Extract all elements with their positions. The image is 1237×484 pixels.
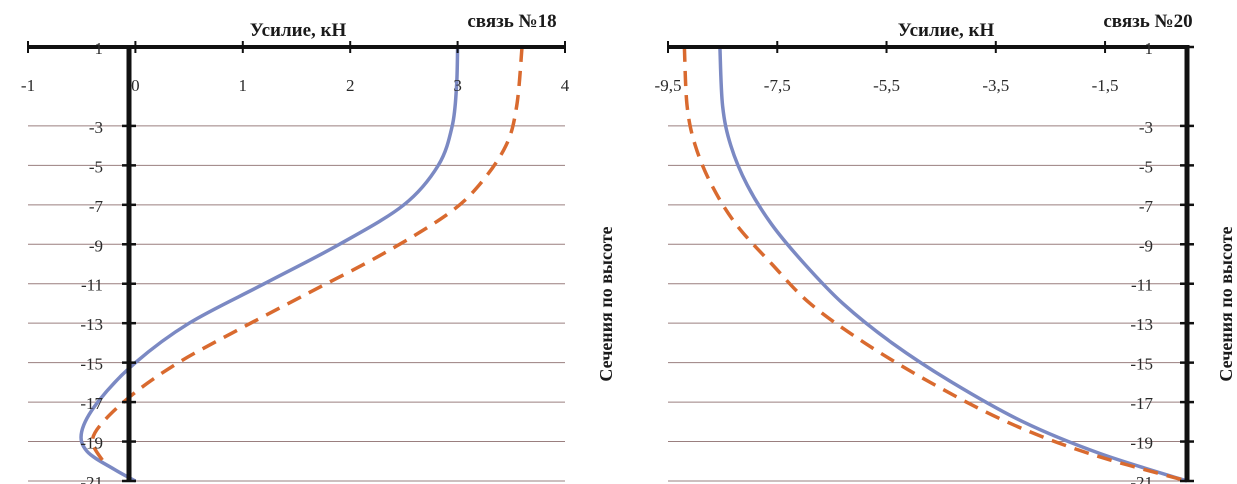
y-tick-label: -5	[1139, 157, 1153, 176]
series-solid-line	[718, 46, 1188, 483]
x-tick-label: -1	[21, 76, 35, 95]
y-tick-label: -9	[89, 236, 103, 255]
y-tick-label: -3	[1139, 118, 1153, 137]
y-tick-label: -13	[1130, 315, 1153, 334]
y-tick-label: -11	[81, 276, 103, 295]
y-tick-label: -7	[1139, 197, 1154, 216]
series-solid-line	[79, 46, 460, 483]
y-tick-label: -15	[80, 355, 103, 374]
chart-title: связь №20	[1103, 11, 1192, 32]
y-tick-label: -3	[89, 118, 103, 137]
x-tick-label: -9,5	[655, 76, 682, 95]
x-tick-label: -5,5	[873, 76, 900, 95]
y-axis-title: Сечения по высоте	[596, 226, 616, 381]
x-tick-label: 2	[346, 76, 355, 95]
y-tick-label: -5	[89, 157, 103, 176]
y-tick-label: 1	[1145, 39, 1154, 58]
x-tick-label: -3,5	[982, 76, 1009, 95]
x-axis-title: Усилие, кН	[250, 20, 347, 41]
y-tick-label: -15	[1130, 355, 1153, 374]
y-tick-label: -7	[89, 197, 104, 216]
x-tick-label: 4	[561, 76, 570, 95]
x-tick-label: 1	[239, 76, 248, 95]
chart-bond-18: -1 0 1 2 3 4 1 -3 -5 -7 -9 -11 -13 -15 -17 -19 -21 Усилие…	[21, 11, 616, 484]
x-tick-label: 0	[131, 76, 140, 95]
x-axis-title: Усилие, кН	[898, 20, 995, 41]
y-tick-label: 1	[95, 39, 104, 58]
x-tick-label: 3	[453, 76, 462, 95]
series-dashed-line	[682, 46, 1188, 483]
chart-title: связь №18	[467, 11, 556, 32]
chart-bond-20: -9,5 -7,5 -5,5 -3,5 -1,5 1 -3 -5 -7 -9 -11 -13 -15 -1…	[655, 11, 1236, 484]
y-tick-label: -21	[1130, 473, 1153, 484]
y-tick-label: -19	[80, 434, 103, 453]
x-tick-label: -7,5	[764, 76, 791, 95]
y-tick-label: -17	[1130, 394, 1153, 413]
y-tick-label: -21	[80, 473, 103, 484]
y-tick-label: -9	[1139, 236, 1153, 255]
y-axis-title: Сечения по высоте	[1216, 226, 1236, 381]
y-tick-label: -11	[1131, 276, 1153, 295]
y-tick-label: -13	[80, 315, 103, 334]
series-dashed-line	[90, 46, 524, 463]
x-tick-label: -1,5	[1092, 76, 1119, 95]
y-tick-label: -17	[80, 394, 103, 413]
y-tick-label: -19	[1130, 434, 1153, 453]
